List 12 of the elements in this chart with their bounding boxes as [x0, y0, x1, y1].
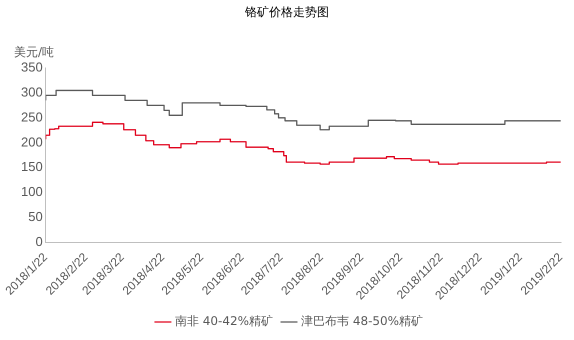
y-tick-label: 200	[20, 134, 43, 150]
y-tick-label: 250	[20, 109, 43, 124]
y-tick-label: 350	[20, 60, 43, 75]
legend-label: 南非 40-42%精矿	[174, 314, 274, 328]
y-tick-label: 300	[20, 84, 43, 100]
y-tick-label: 100	[20, 184, 43, 200]
y-tick-label: 50	[28, 209, 43, 224]
y-tick-label: 0	[35, 234, 43, 249]
legend-label: 津巴布韦 48-50%精矿	[301, 314, 424, 328]
y-axis-title: 美元/吨	[14, 44, 54, 61]
chart-title: 铬矿价格走势图	[244, 4, 330, 21]
y-tick-label: 150	[20, 159, 43, 174]
